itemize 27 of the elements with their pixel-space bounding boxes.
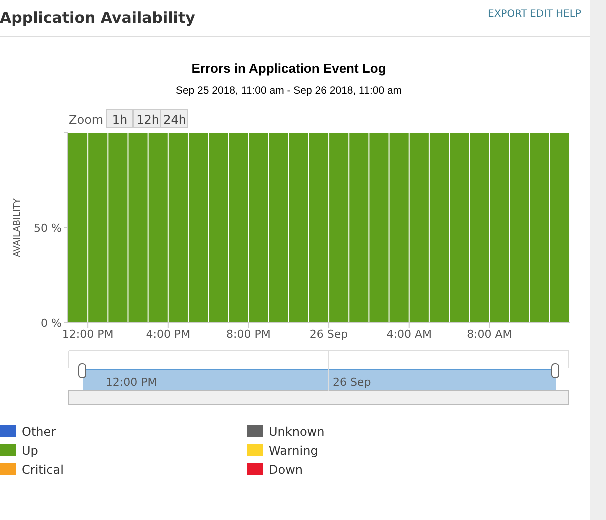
y-tick-label: 0 % bbox=[41, 317, 62, 330]
chart-subtitle: Sep 25 2018, 11:00 am - Sep 26 2018, 11:00 am bbox=[176, 85, 402, 97]
x-tick-label: 4:00 PM bbox=[146, 328, 191, 341]
legend-label: Critical bbox=[22, 463, 64, 477]
x-tick-label: 12:00 PM bbox=[62, 328, 114, 341]
x-tick-label: 8:00 PM bbox=[226, 328, 271, 341]
legend-label: Unknown bbox=[269, 425, 325, 439]
text: HELP bbox=[556, 9, 582, 20]
text: 1h bbox=[112, 113, 128, 127]
legend-label: Up bbox=[22, 444, 38, 458]
y-axis-title: AVAILABILITY bbox=[13, 198, 23, 258]
chart-title: Errors in Application Event Log bbox=[192, 61, 386, 76]
text: EXPORT bbox=[488, 9, 528, 20]
text: EDIT bbox=[530, 9, 554, 20]
legend-label: Warning bbox=[269, 444, 318, 458]
text: Application Availability bbox=[0, 9, 196, 27]
legend-label: Other bbox=[22, 425, 56, 439]
x-tick-label: 4:00 AM bbox=[386, 328, 432, 341]
x-tick-label: 26 Sep bbox=[310, 328, 348, 341]
text: Zoom bbox=[69, 113, 104, 127]
y-tick-label: 50 % bbox=[34, 222, 62, 235]
text: 24h bbox=[164, 113, 186, 127]
text: 12h bbox=[136, 113, 160, 127]
text: 26 Sep bbox=[332, 376, 372, 389]
x-tick-label: 8:00 AM bbox=[467, 328, 512, 341]
text: 12:00 PM bbox=[106, 376, 158, 389]
legend-label: Down bbox=[269, 463, 304, 477]
